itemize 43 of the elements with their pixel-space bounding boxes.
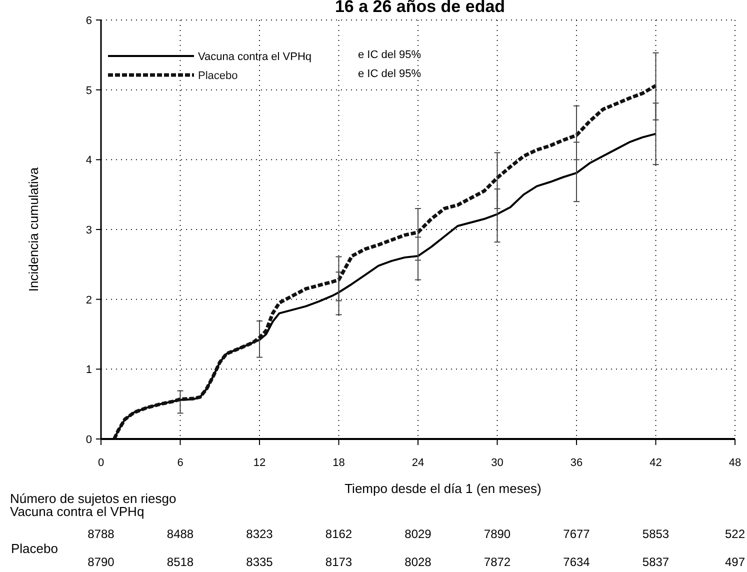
text: 8029 bbox=[404, 527, 432, 541]
text: 5853 bbox=[642, 527, 670, 541]
y-tick-label: 5 bbox=[86, 84, 92, 97]
y-tick-label: 6 bbox=[86, 15, 92, 27]
x-tick-label: 24 bbox=[412, 457, 424, 469]
y-axis-title: Incidencia cumulativa bbox=[26, 166, 41, 292]
y-tick-label: 2 bbox=[86, 294, 92, 306]
text: 5837 bbox=[642, 555, 670, 569]
x-tick-label: 48 bbox=[728, 457, 742, 469]
y-tick-label: 1 bbox=[86, 364, 92, 376]
text: 7872 bbox=[484, 555, 511, 569]
text: 8488 bbox=[166, 527, 194, 541]
y-tick-label: 3 bbox=[86, 224, 92, 236]
text: 8518 bbox=[166, 555, 194, 569]
text: 8335 bbox=[246, 555, 274, 569]
text: 7634 bbox=[563, 555, 590, 569]
text: Placebo bbox=[11, 541, 58, 556]
text: Número de sujetos en riesgo bbox=[10, 491, 176, 506]
x-tick-label: 30 bbox=[491, 457, 504, 469]
text: 7890 bbox=[484, 527, 511, 541]
text: Vacuna contra el VPHq bbox=[198, 51, 312, 63]
text: 8173 bbox=[325, 555, 352, 569]
x-tick-label: 12 bbox=[253, 457, 266, 469]
text: 8028 bbox=[404, 555, 432, 569]
text: 7677 bbox=[563, 527, 590, 541]
x-tick-label: 0 bbox=[98, 457, 104, 469]
x-tick-label: 6 bbox=[177, 457, 184, 469]
text: 8790 bbox=[88, 555, 115, 569]
x-tick-label: 42 bbox=[650, 457, 662, 469]
chart-title: 16 a 26 años de edad bbox=[334, 0, 506, 16]
text: 8323 bbox=[246, 527, 274, 541]
x-tick-label: 18 bbox=[332, 457, 345, 469]
text: Placebo bbox=[198, 70, 238, 82]
x-tick-label: 36 bbox=[570, 457, 583, 469]
x-axis-title: Tiempo desde el día 1 (en meses) bbox=[344, 481, 542, 496]
text: 522 bbox=[724, 527, 746, 541]
y-tick-label: 4 bbox=[86, 154, 92, 167]
text: 497 bbox=[724, 555, 746, 569]
annotation: e IC del 95% bbox=[358, 49, 422, 61]
y-tick-label: 0 bbox=[86, 434, 92, 446]
text: 8162 bbox=[325, 527, 352, 541]
text: 8788 bbox=[88, 527, 115, 541]
annotation: e IC del 95% bbox=[358, 68, 422, 80]
